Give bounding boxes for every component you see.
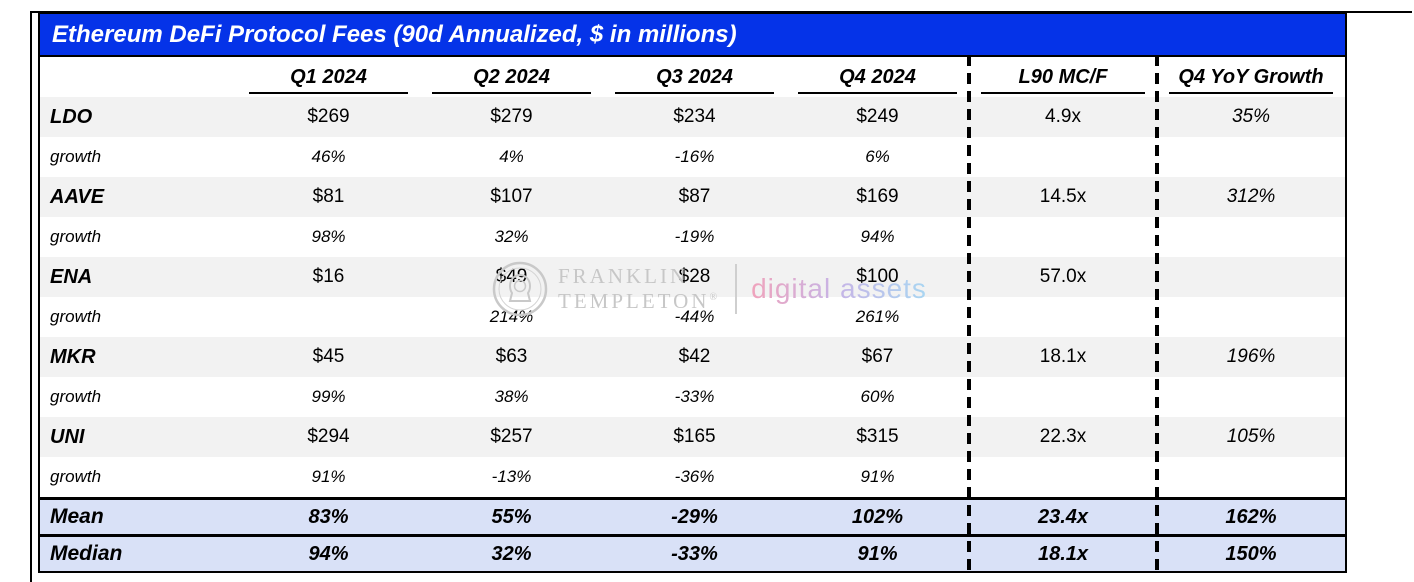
cell-l90-mcf: 14.5x (1039, 186, 1087, 207)
summary-q1-2024: 83% (308, 505, 349, 528)
cell-q4-2024: 6% (865, 147, 890, 166)
defi-fees-table: Ethereum DeFi Protocol Fees (90d Annuali… (38, 12, 1347, 573)
cell-q1-2024: 91% (311, 467, 346, 486)
cell-l90-mcf: 57.0x (1039, 266, 1087, 287)
cell-q3-2024: $234 (673, 106, 716, 127)
table-row: UNI $294 $257 $165 $315 22.3x 105% (40, 417, 1345, 457)
row-label: LDO (50, 105, 93, 128)
summary-q2-2024: 55% (491, 505, 532, 528)
cell-q2-2024: $279 (490, 106, 533, 127)
row-label: UNI (50, 425, 85, 448)
cell-q4-yoy-growth: 105% (1226, 426, 1276, 447)
summary-l90-mcf: 23.4x (1037, 505, 1089, 528)
summary-row: Mean 83% 55% -29% 102% 23.4x 162% (40, 497, 1345, 534)
row-label: MKR (50, 345, 96, 368)
cell-q4-yoy-growth: 312% (1226, 186, 1276, 207)
summary-label: Median (50, 542, 123, 565)
column-header-q3-2024: Q3 2024 (603, 57, 786, 97)
summary-q3-2024: -33% (671, 542, 718, 565)
summary-q4-2024: 91% (857, 542, 898, 565)
table-row: growth 98% 32% -19% 94% (40, 217, 1345, 257)
cell-q3-2024: $87 (678, 186, 711, 207)
cell-q1-2024: 46% (311, 147, 346, 166)
table-row: growth 46% 4% -16% 6% (40, 137, 1345, 177)
summary-l90-mcf: 18.1x (1037, 542, 1089, 565)
cell-q1-2024: $269 (307, 106, 350, 127)
cell-q1-2024: $294 (307, 426, 350, 447)
cell-q4-2024: $249 (856, 106, 899, 127)
cell-q4-2024: 261% (855, 307, 900, 326)
table-title: Ethereum DeFi Protocol Fees (90d Annuali… (40, 14, 1345, 57)
cell-q2-2024: $257 (490, 426, 533, 447)
cell-q1-2024: $16 (312, 266, 345, 287)
column-header-q4-yoy-growth: Q4 YoY Growth (1157, 57, 1345, 97)
row-label: AAVE (50, 185, 105, 208)
cell-q3-2024: $28 (678, 266, 711, 287)
cell-q3-2024: -33% (674, 387, 715, 406)
table-row: AAVE $81 $107 $87 $169 14.5x 312% (40, 177, 1345, 217)
cell-q2-2024: 32% (494, 227, 529, 246)
cell-l90-mcf: 4.9x (1045, 106, 1081, 127)
table-row: growth 91% -13% -36% 91% (40, 457, 1345, 497)
cell-q3-2024: -16% (674, 147, 715, 166)
summary-label: Mean (50, 505, 104, 528)
table-row: MKR $45 $63 $42 $67 18.1x 196% (40, 337, 1345, 377)
column-header-blank (40, 57, 237, 97)
cell-q4-2024: 60% (860, 387, 895, 406)
cell-q1-2024: 98% (311, 227, 346, 246)
summary-q4-2024: 102% (851, 505, 904, 528)
cell-q2-2024: $49 (495, 266, 528, 287)
cell-q4-2024: $100 (856, 266, 899, 287)
table-row: growth 99% 38% -33% 60% (40, 377, 1345, 417)
cell-q1-2024: $81 (312, 186, 345, 207)
row-label: growth (50, 147, 102, 166)
row-label: growth (50, 227, 102, 246)
summary-q3-2024: -29% (671, 505, 718, 528)
cell-q2-2024: -13% (491, 467, 532, 486)
cell-q4-2024: $67 (861, 346, 894, 367)
table-header-row: Q1 2024 Q2 2024 Q3 2024 Q4 2024 L90 MC/F… (40, 57, 1345, 97)
table-row: ENA $16 $49 $28 $100 57.0x (40, 257, 1345, 297)
cell-q2-2024: 38% (494, 387, 529, 406)
cell-l90-mcf: 18.1x (1039, 346, 1087, 367)
cell-q2-2024: $63 (495, 346, 528, 367)
cell-q1-2024: 99% (311, 387, 346, 406)
column-header-l90-mcf: L90 MC/F (969, 57, 1157, 97)
row-label: ENA (50, 265, 93, 288)
table-row: LDO $269 $279 $234 $249 4.9x 35% (40, 97, 1345, 137)
sheet-frame-left-line (30, 11, 32, 582)
cell-l90-mcf: 22.3x (1039, 426, 1087, 447)
column-header-q1-2024: Q1 2024 (237, 57, 420, 97)
table-summary: Mean 83% 55% -29% 102% 23.4x 162% Median… (40, 497, 1345, 571)
column-header-q2-2024: Q2 2024 (420, 57, 603, 97)
cell-q4-2024: 91% (860, 467, 895, 486)
cell-q4-2024: $169 (856, 186, 899, 207)
summary-q4-yoy-growth: 162% (1225, 505, 1277, 528)
cell-q3-2024: -44% (674, 307, 715, 326)
row-label: growth (50, 467, 102, 486)
summary-q4-yoy-growth: 150% (1225, 542, 1277, 565)
cell-q2-2024: 214% (489, 307, 534, 326)
cell-q3-2024: -19% (674, 227, 715, 246)
summary-row: Median 94% 32% -33% 91% 18.1x 150% (40, 534, 1345, 571)
summary-q1-2024: 94% (308, 542, 349, 565)
summary-q2-2024: 32% (491, 542, 532, 565)
cell-q3-2024: $165 (673, 426, 716, 447)
cell-q2-2024: 4% (499, 147, 524, 166)
row-label: growth (50, 307, 102, 326)
table-body: LDO $269 $279 $234 $249 4.9x 35% growth … (40, 97, 1345, 497)
cell-q2-2024: $107 (490, 186, 533, 207)
cell-q4-2024: 94% (860, 227, 895, 246)
cell-q4-2024: $315 (856, 426, 899, 447)
cell-q1-2024: $45 (312, 346, 345, 367)
row-label: growth (50, 387, 102, 406)
cell-q3-2024: -36% (674, 467, 715, 486)
column-header-q4-2024: Q4 2024 (786, 57, 969, 97)
table-row: growth 214% -44% 261% (40, 297, 1345, 337)
cell-q4-yoy-growth: 196% (1226, 346, 1276, 367)
cell-q3-2024: $42 (678, 346, 711, 367)
cell-q4-yoy-growth: 35% (1231, 106, 1271, 127)
